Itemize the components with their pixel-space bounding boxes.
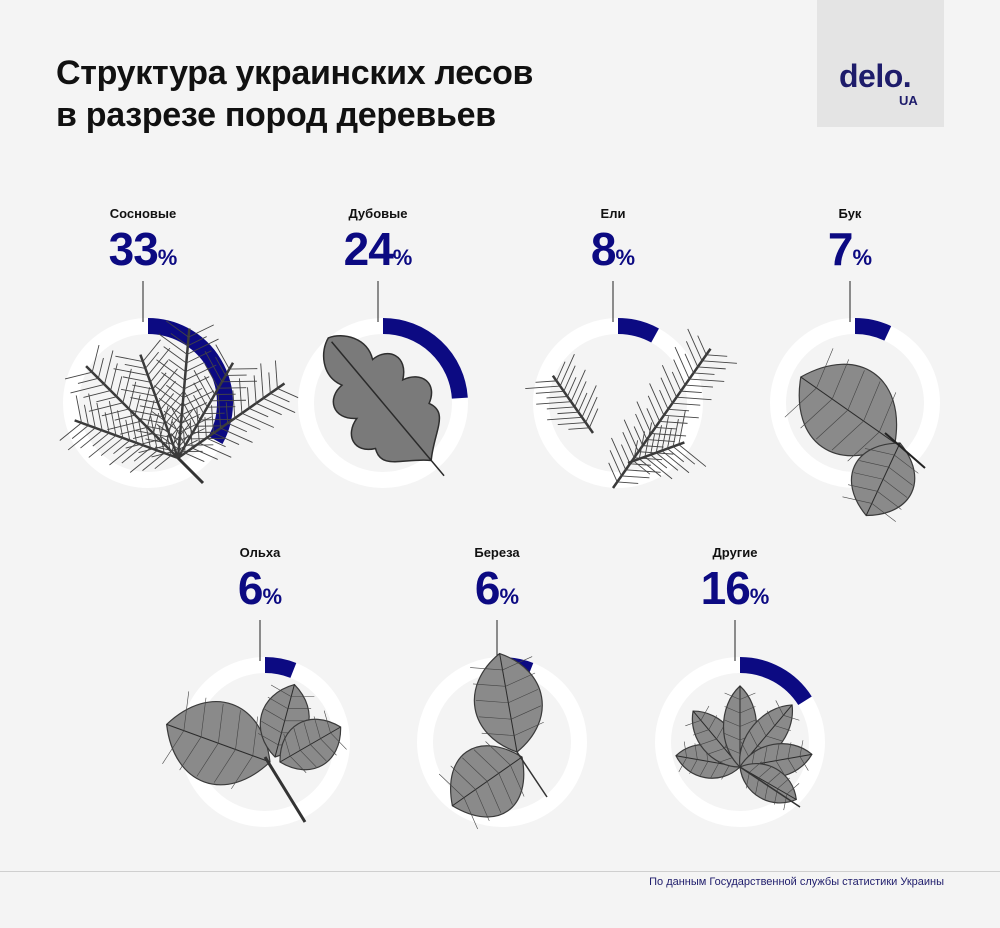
- logo-subtext: UA: [899, 93, 918, 108]
- percentage-label: 33%: [43, 226, 243, 272]
- percentage-label: 8%: [513, 226, 713, 272]
- donut-2: [298, 281, 468, 488]
- percentage-value: 16: [700, 562, 751, 614]
- percentage-value: 6: [237, 562, 264, 614]
- spruce-branch-image: [525, 328, 737, 489]
- donut-4: [770, 281, 940, 522]
- birch-leaves-image: [438, 652, 548, 830]
- category-label: Ольха: [239, 545, 281, 560]
- logo-text: delo.: [839, 58, 912, 94]
- percent-sign: %: [749, 584, 770, 609]
- donut-value-arc: [382, 318, 468, 399]
- category-label: Дубовые: [348, 206, 408, 221]
- category-label: Береза: [474, 545, 520, 560]
- percent-sign: %: [262, 584, 283, 609]
- donut-value-arc: [147, 318, 233, 444]
- donut-3: [525, 281, 737, 489]
- donut-value-arc: [854, 318, 892, 341]
- percentage-label: 7%: [750, 226, 950, 272]
- title-line-1: Структура украинских лесов: [56, 54, 534, 92]
- oak-leaf-image: [322, 335, 445, 477]
- percent-sign: %: [615, 245, 636, 270]
- percent-sign: %: [157, 245, 178, 270]
- source-note: По данным Государственной службы статист…: [649, 876, 944, 888]
- title-line-2: в разрезе пород деревьев: [56, 96, 496, 134]
- percent-sign: %: [852, 245, 873, 270]
- percentage-value: 7: [827, 223, 854, 275]
- pine-branch-image: [59, 320, 304, 485]
- logo: delo. UA: [817, 0, 944, 127]
- donut-6: [417, 620, 587, 830]
- percentage-value: 6: [474, 562, 501, 614]
- footer-divider: [0, 871, 1000, 872]
- percentage-label: 16%: [635, 565, 835, 611]
- percent-sign: %: [499, 584, 520, 609]
- alder-leaves-image: [162, 683, 347, 823]
- donut-7: [655, 620, 825, 827]
- percent-sign: %: [392, 245, 413, 270]
- donut-value-arc: [264, 657, 297, 678]
- percentage-value: 8: [590, 223, 617, 275]
- chestnut-leaf-image: [675, 685, 813, 811]
- donut-value-arc: [739, 657, 812, 706]
- category-label: Сосновые: [109, 206, 177, 221]
- percentage-label: 6%: [160, 565, 360, 611]
- donut-value-arc: [617, 318, 659, 343]
- percentage-value: 24: [343, 223, 394, 275]
- donut-1: [59, 281, 304, 488]
- donut-5: [162, 620, 350, 827]
- page-title: Структура украинских лесов в разрезе пор…: [56, 52, 533, 136]
- category-label: Другие: [712, 545, 758, 560]
- percentage-value: 33: [108, 223, 159, 275]
- category-label: Бук: [838, 206, 862, 221]
- percentage-label: 24%: [278, 226, 478, 272]
- category-label: Ели: [600, 206, 626, 221]
- percentage-label: 6%: [397, 565, 597, 611]
- beech-leaves-image: [784, 348, 926, 522]
